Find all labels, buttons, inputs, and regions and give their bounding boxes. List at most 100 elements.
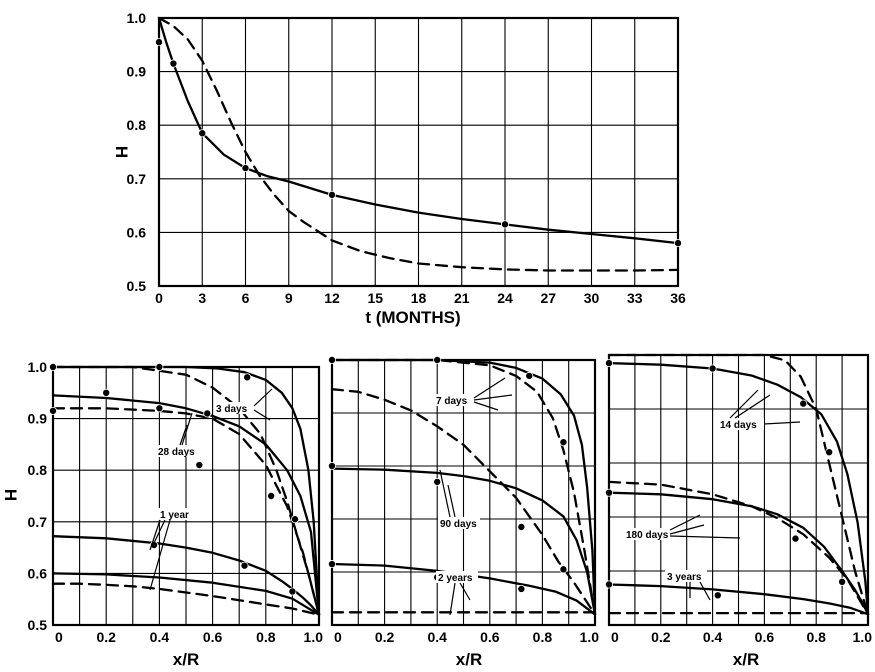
points-br bbox=[605, 359, 847, 600]
x-tick-label: 0.6 bbox=[755, 629, 775, 645]
y-tick-label: 0.8 bbox=[28, 462, 48, 478]
annotation-2-years: 2 years bbox=[438, 573, 473, 584]
x-tick-label: 6 bbox=[242, 290, 250, 306]
data-point bbox=[49, 406, 58, 415]
y-tick-label: 0.5 bbox=[127, 278, 147, 294]
series-bl bbox=[51, 365, 321, 616]
data-point bbox=[799, 399, 808, 408]
series-line-dashed bbox=[157, 16, 680, 272]
x-tick-label: 30 bbox=[584, 290, 600, 306]
data-point bbox=[243, 373, 252, 382]
x-tick-label: 0.4 bbox=[427, 629, 447, 645]
y-tick-label: 1.0 bbox=[28, 359, 48, 375]
annotation-7-days: 7 days bbox=[436, 396, 468, 407]
y-tick-label: 0.9 bbox=[127, 64, 147, 80]
series-line-solid bbox=[51, 394, 321, 616]
xticks-bl: 0 0.2 0.4 0.6 0.8 1.0 bbox=[55, 629, 323, 645]
data-point bbox=[838, 577, 847, 586]
x-tick-label: 0.4 bbox=[703, 629, 723, 645]
data-point bbox=[49, 362, 58, 371]
series-line-solid bbox=[157, 16, 680, 245]
data-point bbox=[559, 565, 568, 574]
series-line-solid bbox=[607, 491, 870, 616]
data-point bbox=[708, 364, 717, 373]
annotation-90-days: 90 days bbox=[440, 519, 477, 530]
y-tick-label: 0.8 bbox=[127, 117, 147, 133]
grid-br bbox=[608, 354, 869, 626]
data-point bbox=[825, 448, 834, 457]
series-top bbox=[157, 16, 680, 272]
data-point bbox=[433, 355, 442, 364]
xticks-br: 0 0.2 0.4 0.6 0.8 1.0 bbox=[611, 629, 872, 645]
series-bm bbox=[330, 358, 597, 616]
x-tick-label: 0 bbox=[55, 629, 63, 645]
x-tick-label: 1.0 bbox=[304, 629, 324, 645]
annotation-3-days: 3 days bbox=[216, 404, 248, 415]
bm-xlabel: x/R bbox=[456, 650, 482, 669]
data-point bbox=[525, 371, 534, 380]
bm-annotations: 7 days 90 days 2 years bbox=[434, 377, 513, 616]
data-point bbox=[327, 560, 336, 569]
x-tick-label: 12 bbox=[324, 290, 340, 306]
data-point bbox=[433, 477, 442, 486]
data-point bbox=[195, 461, 204, 470]
data-point bbox=[605, 488, 614, 497]
y-tick-label: 0.7 bbox=[127, 171, 147, 187]
y-tick-label: 0.7 bbox=[28, 514, 48, 530]
x-tick-label: 0.2 bbox=[375, 629, 395, 645]
series-line-solid bbox=[330, 358, 597, 616]
x-tick-label: 21 bbox=[454, 290, 470, 306]
x-tick-label: 15 bbox=[367, 290, 383, 306]
series-line-solid bbox=[607, 361, 870, 616]
x-tick-label: 18 bbox=[411, 290, 427, 306]
points-top bbox=[154, 38, 683, 248]
yticks-bl: 0.5 0.6 0.7 0.8 0.9 1.0 bbox=[28, 359, 48, 633]
xticks-top: 0 3 6 9 12 15 18 21 24 27 30 33 36 bbox=[155, 290, 686, 306]
x-tick-label: 24 bbox=[497, 290, 513, 306]
x-tick-label: 36 bbox=[670, 290, 686, 306]
series-line-dashed bbox=[607, 480, 870, 616]
series-line-solid bbox=[51, 572, 321, 616]
br-xlabel: x/R bbox=[733, 650, 759, 669]
series-line-dashed bbox=[51, 582, 321, 616]
series-line-solid bbox=[330, 562, 597, 616]
annotation-14-days: 14 days bbox=[720, 420, 757, 431]
series-line-dashed bbox=[607, 353, 870, 616]
data-point bbox=[605, 580, 614, 589]
x-tick-label: 0 bbox=[334, 629, 342, 645]
points-bl bbox=[49, 362, 300, 596]
x-tick-label: 0.4 bbox=[150, 629, 170, 645]
annotation-28-days: 28 days bbox=[158, 447, 195, 458]
y-tick-label: 1.0 bbox=[127, 10, 147, 26]
data-point bbox=[198, 129, 207, 138]
data-point bbox=[713, 591, 722, 600]
x-tick-label: 27 bbox=[540, 290, 556, 306]
data-point bbox=[288, 587, 297, 596]
series-line-solid bbox=[51, 535, 321, 616]
x-tick-label: 0 bbox=[611, 629, 619, 645]
series-line-dashed bbox=[330, 358, 597, 616]
y-tick-label: 0.5 bbox=[28, 617, 48, 633]
top-xlabel: t (MONTHS) bbox=[365, 308, 460, 327]
bl-xlabel: x/R bbox=[173, 650, 199, 669]
x-tick-label: 0 bbox=[155, 290, 163, 306]
x-tick-label: 0.2 bbox=[651, 629, 671, 645]
x-tick-label: 0.6 bbox=[480, 629, 500, 645]
frame-top bbox=[157, 16, 680, 288]
series-line-solid bbox=[607, 583, 870, 616]
data-point bbox=[154, 38, 163, 47]
yticks-top: 0.5 0.6 0.7 0.8 0.9 1.0 bbox=[127, 10, 147, 294]
top-ylabel: H bbox=[112, 146, 131, 158]
panel-bm: 0 0.2 0.4 0.6 0.8 1.0 x/R 7 days 90 days 2 ye… bbox=[327, 355, 599, 669]
x-tick-label: 1.0 bbox=[580, 629, 600, 645]
data-point bbox=[155, 404, 164, 413]
annotation-3-years: 3 years bbox=[667, 572, 702, 583]
xticks-bm: 0 0.2 0.4 0.6 0.8 1.0 bbox=[334, 629, 599, 645]
data-point bbox=[559, 438, 568, 447]
y-tick-label: 0.6 bbox=[28, 565, 48, 581]
bl-annotations: 3 days 28 days 1 year bbox=[149, 388, 273, 591]
frame-bm bbox=[330, 358, 597, 627]
panel-top: 0 3 6 9 12 15 18 21 24 27 30 33 36 0.50.60.70.80.91.… bbox=[112, 10, 686, 327]
data-point bbox=[203, 409, 212, 418]
